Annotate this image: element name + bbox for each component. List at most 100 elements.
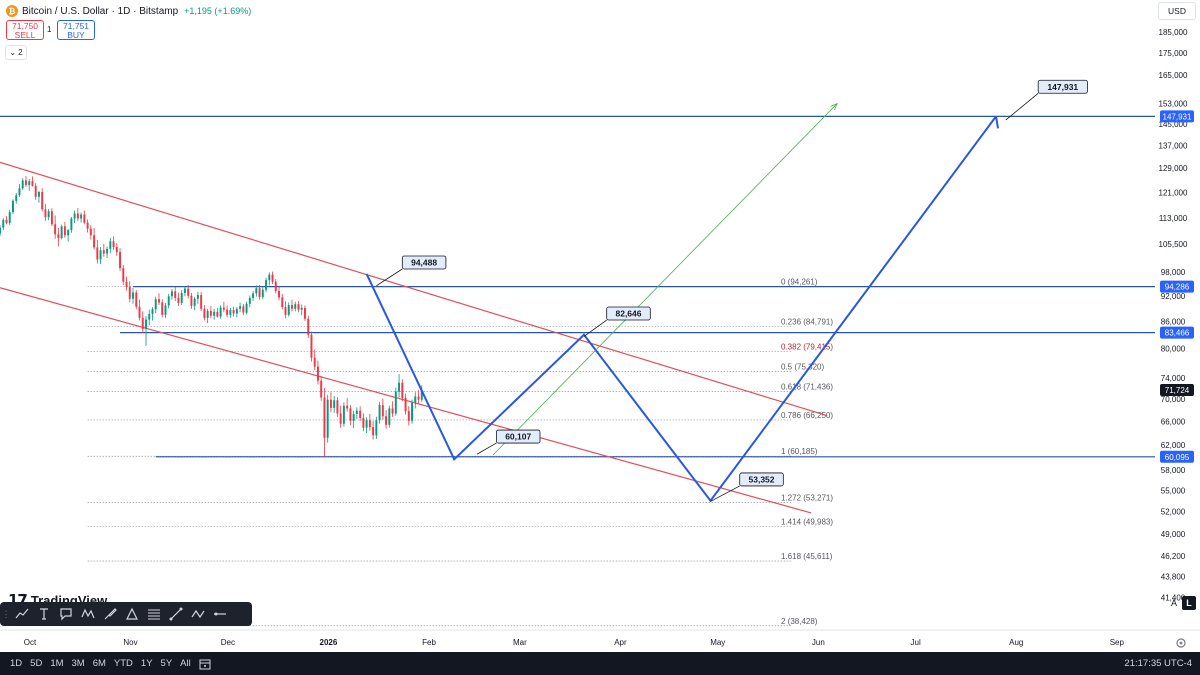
range-1d[interactable]: 1D	[10, 658, 23, 669]
range-3m[interactable]: 3M	[71, 658, 85, 669]
projection-zigzag[interactable]	[365, 115, 997, 503]
range-1y[interactable]: 1Y	[140, 658, 153, 669]
clock[interactable]: 21:17:35 UTC-4	[1124, 658, 1192, 669]
fib-level-label: 0.5 (75,320)	[781, 362, 824, 371]
price-tick-label: 46,200	[1161, 552, 1186, 561]
price-tick-label: 185,000	[1159, 28, 1188, 37]
price-tick-label: 41,400	[1161, 594, 1186, 603]
candle-body	[398, 382, 401, 392]
candle-body	[132, 292, 134, 299]
trend-line-icon[interactable]	[12, 604, 32, 624]
buy-label: BUY	[67, 30, 85, 40]
indicators-toggle[interactable]: ⌄ 2	[5, 45, 27, 60]
fib-retracement-icon[interactable]	[144, 604, 164, 624]
path-tool-icon[interactable]	[188, 604, 208, 624]
price-tick-label: 153,000	[1159, 100, 1188, 109]
candle-body	[381, 405, 384, 417]
candle-body	[339, 413, 342, 424]
candle-body	[37, 192, 40, 197]
candle-body	[320, 380, 323, 398]
candle-body	[385, 416, 388, 425]
candle-body	[310, 334, 313, 358]
candle-body	[15, 195, 18, 201]
level-price-tag	[1160, 450, 1194, 463]
sell-button[interactable]: 71,750 SELL	[6, 20, 44, 40]
projection-hook	[995, 116, 1000, 129]
candle-body	[47, 211, 50, 218]
candle-body	[5, 219, 8, 223]
gear-icon[interactable]	[1175, 637, 1187, 649]
price-tick-label: 80,000	[1161, 345, 1186, 354]
price-change: +1,195 (+1.69%)	[184, 6, 252, 16]
line-tool-icon[interactable]	[166, 604, 186, 624]
currency-selector[interactable]: USD	[1158, 2, 1196, 20]
triangle-tool-icon[interactable]	[122, 604, 142, 624]
auto-scale-button[interactable]: A	[1170, 598, 1177, 608]
pattern-icon[interactable]	[78, 604, 98, 624]
symbol-title[interactable]: Bitcoin / U.S. Dollar · 1D · Bitstamp	[22, 5, 179, 17]
candle-body	[34, 185, 37, 197]
candle-body	[326, 399, 329, 438]
price-tick-label: 52,000	[1161, 507, 1186, 516]
range-5d[interactable]: 5D	[30, 658, 43, 669]
candle-body	[291, 305, 293, 309]
candle-body	[242, 306, 245, 313]
fib-retracement[interactable]: 0 (94,261) 0.236 (84,791) 0.382 (79,415) 0.…	[87, 278, 834, 627]
note-icon[interactable]	[56, 604, 76, 624]
time-tick-label: May	[710, 638, 725, 647]
price-tick-label: 137,000	[1159, 141, 1188, 150]
level-price-tag	[1160, 280, 1194, 293]
price-tick-label: 145,000	[1159, 120, 1188, 129]
range-6m[interactable]: 6M	[92, 658, 106, 669]
fib-level-label: 1.618 (45,611)	[781, 552, 833, 561]
candle-body	[122, 268, 125, 282]
candle-body	[342, 405, 345, 424]
fib-level-label: 0.236 (84,791)	[781, 318, 833, 327]
horizontal-lines[interactable]	[0, 115, 1155, 458]
callout-pointer	[376, 268, 403, 287]
projection-arrow-line[interactable]	[492, 103, 838, 456]
candle-body	[294, 304, 297, 309]
indicator-count: 2	[18, 48, 23, 57]
brush-icon[interactable]	[100, 604, 120, 624]
candle-body	[232, 310, 235, 314]
candle-body	[57, 234, 60, 239]
price-tick-label: 86,000	[1161, 317, 1186, 326]
candle-body	[54, 224, 57, 235]
range-1m[interactable]: 1M	[50, 658, 64, 669]
axes: 185,000 175,000 165,000 153,000 145,000 137,0…	[0, 28, 1200, 647]
log-scale-button[interactable]: L	[1182, 596, 1196, 610]
horizontal-ray-icon[interactable]	[210, 604, 230, 624]
candle-body	[115, 247, 118, 253]
price-chart[interactable]: 0 (94,261) 0.236 (84,791) 0.382 (79,415) 0.…	[0, 0, 1200, 652]
candle-body	[297, 304, 300, 310]
date-ranges: 1D 5D 1M 3M 6M YTD 1Y 5Y All	[6, 658, 215, 670]
candle-body	[141, 317, 144, 329]
candle-body	[138, 306, 141, 318]
callout-box	[401, 255, 447, 270]
candle-body	[365, 420, 368, 428]
candle-body	[76, 213, 79, 219]
candle-body	[2, 219, 5, 228]
channel-line[interactable]	[0, 161, 828, 417]
fib-level-label: 0.786 (66,250)	[781, 411, 833, 420]
fib-level-label: 1 (60,185)	[781, 447, 818, 456]
candle-body	[151, 309, 154, 314]
descending-channel[interactable]	[0, 161, 828, 514]
candle-body	[102, 250, 105, 254]
candle-body	[394, 391, 397, 414]
time-tick-label: Jul	[911, 638, 921, 647]
last-price-tag	[1160, 383, 1194, 396]
go-to-date-icon[interactable]	[195, 658, 215, 670]
buy-button[interactable]: 71,751 BUY	[57, 20, 95, 40]
projection-path[interactable]	[365, 102, 1000, 503]
range-all[interactable]: All	[180, 658, 191, 669]
sell-price: 71,750	[12, 21, 38, 31]
range-ytd[interactable]: YTD	[113, 658, 133, 669]
drag-handle-icon[interactable]: ⋮	[1, 608, 11, 619]
range-5y[interactable]: 5Y	[160, 658, 173, 669]
candle-body	[323, 397, 326, 438]
candle-body	[213, 311, 216, 316]
text-tool-icon[interactable]	[34, 604, 54, 624]
candle-body	[12, 200, 14, 213]
